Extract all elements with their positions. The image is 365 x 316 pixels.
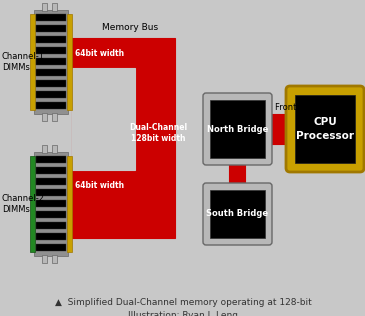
Text: South Bridge: South Bridge [207,210,269,218]
Text: 64bit width: 64bit width [76,48,124,58]
Bar [36,102,66,109]
Bar [72,38,175,238]
Bar [36,25,66,32]
Bar [265,114,295,144]
Bar [72,68,135,170]
Bar [210,100,265,158]
Text: North Bridge: North Bridge [207,125,268,133]
Text: Channel-1
DIMMs: Channel-1 DIMMs [2,52,45,72]
Text: 64bit width: 64bit width [76,180,124,190]
Bar [210,190,265,238]
Bar [36,47,66,54]
Bar [36,14,66,21]
Bar [295,95,355,163]
Bar [52,255,57,263]
Bar [36,211,66,218]
Bar [42,145,47,153]
Bar [36,178,66,185]
Bar [42,3,47,11]
Bar [30,14,35,110]
FancyBboxPatch shape [203,93,272,165]
Bar [36,80,66,87]
Bar [36,69,66,76]
Bar [36,233,66,240]
Text: CPU
Processor: CPU Processor [296,118,354,141]
Bar [67,14,72,110]
Bar [36,167,66,174]
Text: ▲  Simplified Dual-Channel memory operating at 128-bit
Illustration: Ryan J. Len: ▲ Simplified Dual-Channel memory operati… [55,298,311,316]
FancyBboxPatch shape [203,183,272,245]
Text: Front Side Bus: Front Side Bus [275,102,335,112]
Bar [52,3,57,11]
FancyBboxPatch shape [286,86,364,172]
Bar [34,152,68,256]
Text: Memory Bus: Memory Bus [102,23,158,33]
Bar [42,255,47,263]
Bar [42,113,47,121]
Bar [34,10,68,114]
Bar [30,156,35,252]
Bar [52,145,57,153]
Bar [36,58,66,65]
Bar [36,36,66,43]
Bar [229,158,245,190]
Bar [52,113,57,121]
Bar [36,156,66,163]
Bar [36,200,66,207]
Text: Dual-Channel
128bit width: Dual-Channel 128bit width [129,123,187,143]
Text: Channel-2
DIMMs: Channel-2 DIMMs [2,194,45,214]
Bar [36,222,66,229]
Bar [67,156,72,252]
Bar [36,189,66,196]
Bar [36,91,66,98]
Bar [36,244,66,251]
